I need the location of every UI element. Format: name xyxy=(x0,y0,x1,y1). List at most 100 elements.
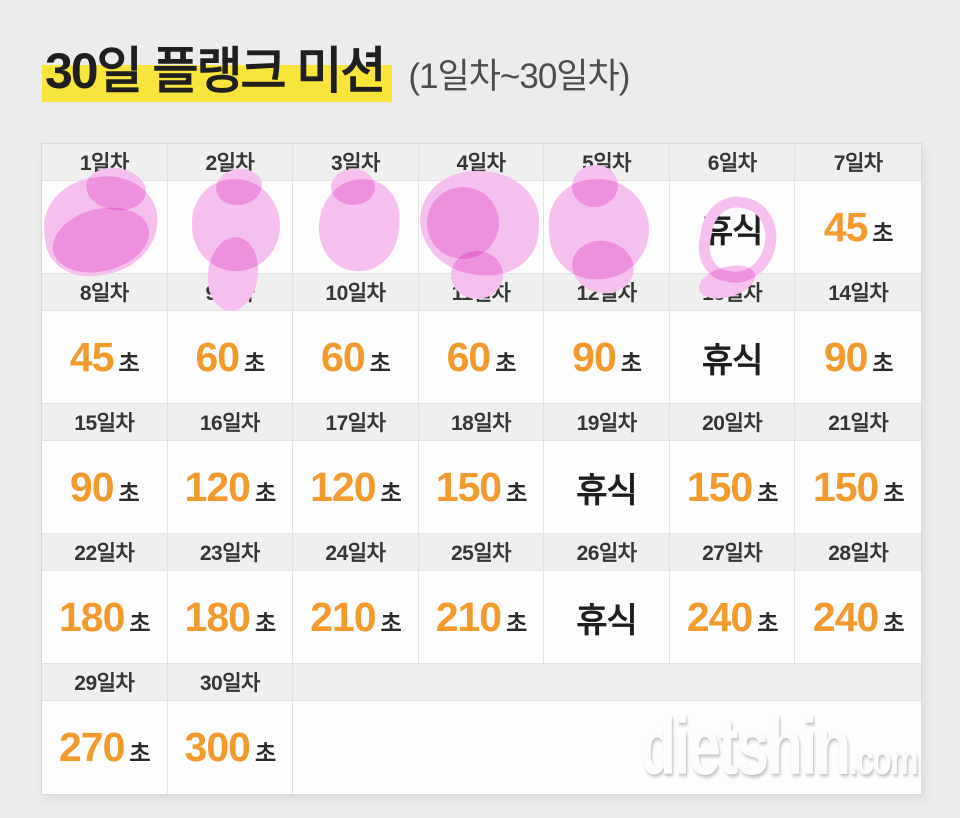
time-cell: 180 초 xyxy=(42,571,168,664)
time-cell: 240 초 xyxy=(669,571,796,664)
rest-cell: 휴식 xyxy=(669,311,796,404)
seconds-unit: 초 xyxy=(244,219,265,246)
rest-cell: 휴식 xyxy=(544,441,670,534)
duration-value: 45 초 xyxy=(69,333,140,381)
time-cell: 40 초 xyxy=(544,162,670,299)
seconds-unit: 초 xyxy=(620,349,642,376)
page-header: 30일 플랭크 미션 (1일차~30일차) xyxy=(42,44,630,102)
empty-header-cell xyxy=(293,664,921,701)
time-cell: 60 초 xyxy=(167,311,294,404)
seconds-unit: 초 xyxy=(369,349,391,376)
rest-label: 휴식 xyxy=(701,211,764,250)
day-header: 15일차 xyxy=(42,404,168,441)
time-cell: 90 초 xyxy=(42,441,168,534)
duration-value: 90 초 xyxy=(824,334,894,381)
rest-cell: 휴식 xyxy=(544,571,670,664)
day-header: 12일차 xyxy=(544,274,670,311)
seconds-number: 40 xyxy=(572,203,617,250)
day-header: 23일차 xyxy=(167,534,294,571)
time-cell: 210 초 xyxy=(293,571,419,664)
time-cell: 150 초 xyxy=(418,441,545,534)
duration-value: 270 초 xyxy=(59,724,151,771)
duration-value: 150 초 xyxy=(435,463,528,511)
mission-table: dietshin .com 1일차 2일차 3일차 4일차 5일차 6일차 7일차 20 초 20… xyxy=(39,143,922,795)
day-header: 14일차 xyxy=(795,274,921,311)
time-cell: 150 초 xyxy=(795,441,921,534)
seconds-number: 150 xyxy=(686,463,753,510)
time-cell: 60 초 xyxy=(418,311,545,404)
time-cell: 270 초 xyxy=(42,701,168,794)
time-cell: 60 초 xyxy=(293,311,419,404)
duration-value: 300 초 xyxy=(184,724,277,771)
seconds-number: 60 xyxy=(321,333,366,380)
seconds-number: 300 xyxy=(184,724,251,770)
day-header: 20일차 xyxy=(669,404,796,441)
duration-value: 30 초 xyxy=(321,203,391,251)
time-cell: 120 초 xyxy=(167,441,294,534)
day-header: 11일차 xyxy=(418,274,545,311)
seconds-unit: 초 xyxy=(495,349,516,376)
day-header: 6일차 xyxy=(669,144,796,181)
day-header: 21일차 xyxy=(795,404,921,441)
seconds-unit: 초 xyxy=(118,479,140,506)
time-cell: 20 초 xyxy=(39,163,168,282)
seconds-number: 210 xyxy=(310,593,376,640)
seconds-unit: 초 xyxy=(244,349,265,376)
seconds-unit: 초 xyxy=(757,479,778,506)
seconds-unit: 초 xyxy=(872,219,893,246)
time-cell: 120 초 xyxy=(293,441,419,534)
seconds-number: 60 xyxy=(446,333,492,380)
day-header: 28일차 xyxy=(795,534,921,571)
duration-value: 150 초 xyxy=(686,463,779,511)
seconds-unit: 초 xyxy=(118,349,140,376)
seconds-unit: 초 xyxy=(118,219,140,246)
duration-value: 40 초 xyxy=(572,203,642,251)
seconds-number: 240 xyxy=(812,593,879,640)
seconds-unit: 초 xyxy=(380,609,402,636)
duration-value: 210 초 xyxy=(310,593,402,641)
day-header: 26일차 xyxy=(544,534,670,571)
duration-value: 30 초 xyxy=(447,204,517,251)
seconds-number: 120 xyxy=(310,463,376,510)
day-header: 1일차 xyxy=(42,144,168,181)
seconds-number: 210 xyxy=(435,593,502,640)
day-header: 4일차 xyxy=(418,144,545,181)
duration-value: 150 초 xyxy=(812,463,905,511)
time-cell: 30 초 xyxy=(417,167,545,299)
seconds-number: 150 xyxy=(812,463,879,510)
duration-value: 120 초 xyxy=(185,464,277,511)
day-header: 25일차 xyxy=(418,534,545,571)
time-cell: 180 초 xyxy=(167,571,294,664)
time-cell: 240 초 xyxy=(795,571,921,664)
seconds-unit: 초 xyxy=(883,609,904,636)
seconds-unit: 초 xyxy=(506,479,527,506)
seconds-number: 30 xyxy=(321,203,366,250)
seconds-unit: 초 xyxy=(129,609,150,636)
day-header: 27일차 xyxy=(669,534,796,571)
seconds-unit: 초 xyxy=(883,479,904,506)
seconds-unit: 초 xyxy=(254,740,276,766)
day-header: 13일차 xyxy=(669,274,796,311)
time-cell: 20 초 xyxy=(167,165,294,314)
seconds-number: 150 xyxy=(435,463,502,510)
rest-label: 휴식 xyxy=(701,341,764,380)
time-cell: 150 초 xyxy=(669,441,796,534)
day-header: 10일차 xyxy=(293,274,419,311)
seconds-number: 240 xyxy=(686,593,753,640)
seconds-unit: 초 xyxy=(872,349,893,376)
duration-value: 60 초 xyxy=(321,333,391,381)
seconds-number: 45 xyxy=(823,203,869,250)
duration-value: 45 초 xyxy=(823,203,894,251)
day-header: 19일차 xyxy=(544,404,670,441)
seconds-number: 90 xyxy=(572,333,617,380)
seconds-unit: 초 xyxy=(254,479,276,506)
page-title: 30일 플랭크 미션 xyxy=(42,44,393,102)
seconds-unit: 초 xyxy=(495,219,516,246)
seconds-number: 20 xyxy=(195,203,240,250)
day-header: 17일차 xyxy=(293,404,419,441)
time-cell: 30 초 xyxy=(293,169,419,274)
time-cell: 210 초 xyxy=(418,571,545,664)
seconds-number: 45 xyxy=(69,333,115,380)
day-header: 7일차 xyxy=(795,144,921,181)
